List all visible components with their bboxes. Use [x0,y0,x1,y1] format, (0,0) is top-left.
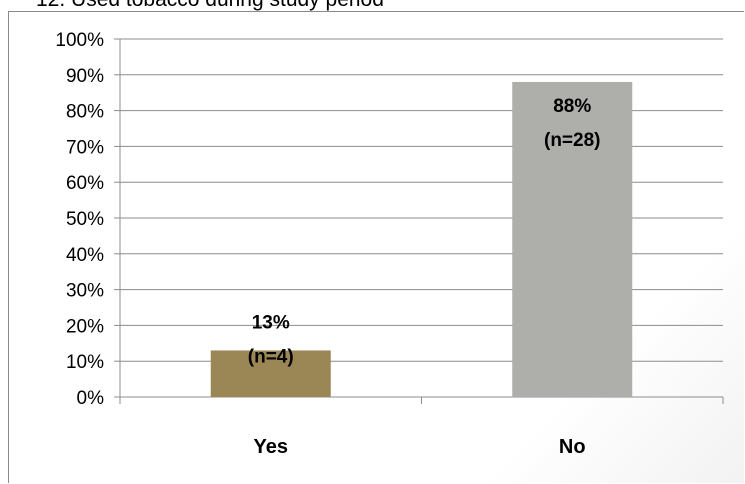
y-tick-label: 80% [66,102,104,123]
y-tick-label: 10% [66,352,104,373]
bar-yes [210,350,331,397]
x-category-label: Yes [254,436,288,458]
y-tick-label: 30% [66,281,104,302]
y-tick-label: 40% [66,245,104,266]
bar-no [512,81,633,398]
data-label-count: (n=28) [544,130,601,151]
data-label-count: (n=4) [248,346,294,367]
chart-title: 12. Used tobacco during study period [36,0,384,12]
y-tick-label: 100% [55,30,104,51]
y-tick-label: 20% [66,316,104,337]
y-tick-label: 0% [77,388,105,409]
y-tick-label: 50% [66,209,104,230]
y-tick-label: 60% [66,173,104,194]
data-label-percent: 13% [252,312,290,333]
y-tick-label: 90% [66,66,104,87]
data-label-percent: 88% [553,96,591,117]
x-category-label: No [559,436,586,458]
y-tick-label: 70% [66,137,104,158]
